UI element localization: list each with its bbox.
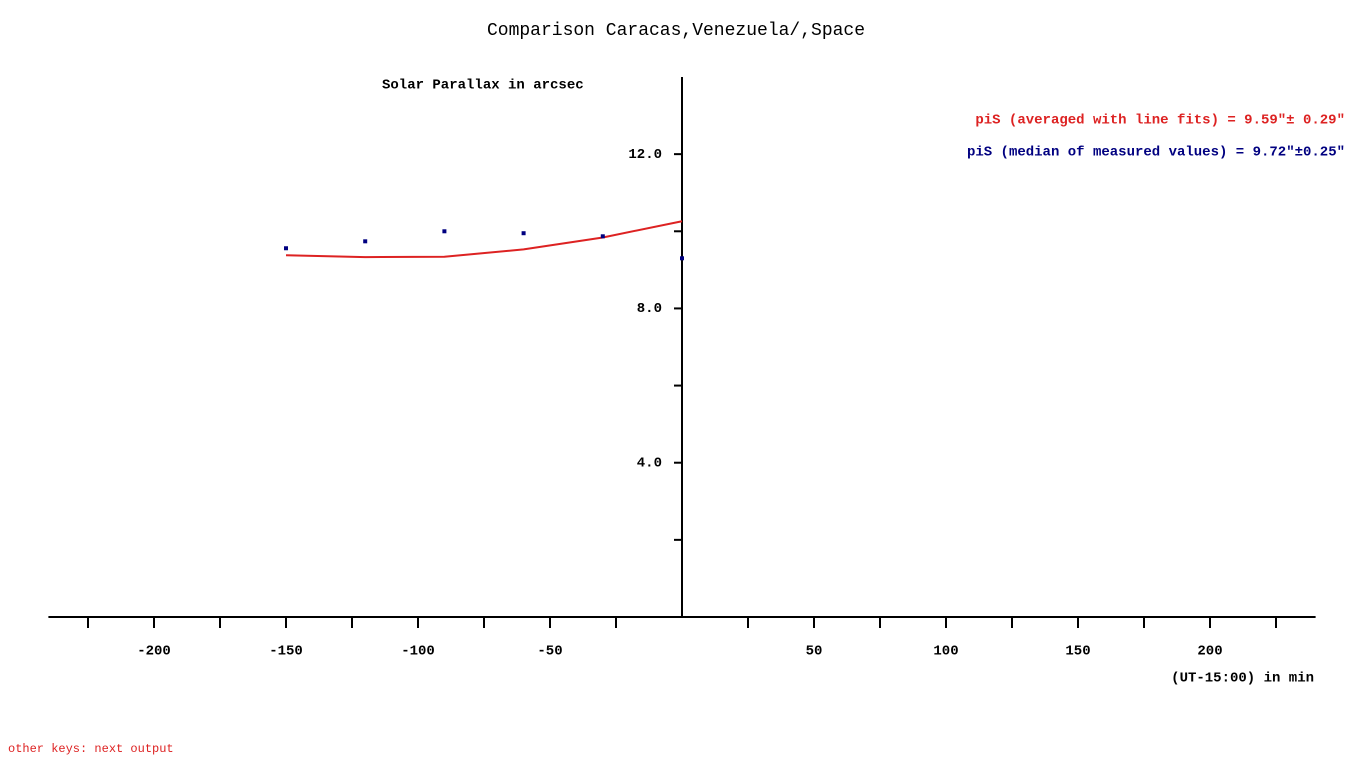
y-tick-label: 8.0 (637, 301, 662, 317)
y-tick-label: 12.0 (628, 147, 662, 163)
y-tick-label: 4.0 (637, 455, 662, 471)
data-point (521, 231, 526, 236)
data-point (600, 234, 605, 239)
x-tick-label: -150 (269, 644, 303, 660)
data-point (363, 239, 368, 244)
x-tick-label: 200 (1197, 644, 1222, 660)
data-point (284, 246, 288, 251)
data-point (442, 229, 447, 234)
annotation: piS (median of measured values) = 9.72"±… (967, 145, 1345, 161)
x-tick-label: 150 (1065, 644, 1090, 660)
fit-line (285, 220, 683, 259)
x-tick-label: 50 (806, 644, 823, 660)
data-point (680, 256, 684, 261)
x-tick-label: -100 (401, 644, 435, 660)
x-tick-label: 100 (933, 644, 958, 660)
y-axis-label: Solar Parallax in arcsec (382, 78, 584, 94)
x-axis-label: (UT-15:00) in min (1171, 671, 1314, 687)
footer-text: other keys: next output (8, 742, 174, 756)
x-tick-label: -50 (537, 644, 562, 660)
chart-title: Comparison Caracas,Venezuela/,Space (487, 21, 865, 41)
annotation: piS (averaged with line fits) = 9.59"± 0… (975, 113, 1345, 129)
x-tick-label: -200 (137, 644, 171, 660)
